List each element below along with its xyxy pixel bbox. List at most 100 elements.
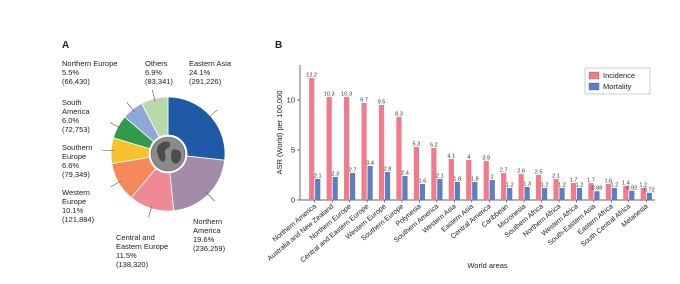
slice-name: Others [145, 59, 168, 68]
value-label: 8.3 [395, 112, 403, 118]
y-axis-label: ASR (World) per 100,000 [275, 90, 284, 174]
bar [378, 105, 385, 200]
slice-count: (72,753) [62, 125, 90, 134]
bar [437, 179, 443, 200]
value-label: 1.2 [506, 183, 514, 189]
bar [309, 78, 315, 200]
bar [419, 184, 426, 200]
value-label: 1.2 [576, 183, 584, 189]
bar [448, 159, 454, 200]
value-label: 9.7 [360, 98, 368, 104]
panel-label: A [62, 40, 69, 51]
bar [431, 148, 437, 200]
bar [605, 184, 611, 200]
value-label: 1.8 [471, 177, 479, 183]
slice-name: South America [62, 98, 90, 116]
leader-line [109, 122, 121, 129]
bar [384, 172, 391, 200]
slice-name: Northern Europe [62, 59, 117, 68]
panel-label: B [275, 40, 282, 51]
bar [361, 103, 367, 200]
slice-count: (236,259) [193, 244, 226, 253]
bar [559, 188, 565, 200]
bar [541, 188, 548, 200]
value-label: 2.7 [349, 168, 357, 174]
value-label: 1.2 [639, 183, 647, 189]
bar [315, 179, 321, 200]
slice-percent: 11.5% [116, 251, 137, 260]
slice-name-line: America [62, 107, 90, 116]
slice-percent: 6.6% [62, 161, 79, 170]
bar [623, 186, 629, 200]
slice-name: Northern America [193, 217, 222, 235]
bar [332, 177, 338, 200]
bar [588, 183, 594, 200]
bar [594, 191, 600, 200]
slice-percent: 5.5% [62, 68, 79, 77]
legend-label: Incidence [603, 71, 635, 80]
leader-line [110, 180, 122, 188]
legend-swatch [588, 82, 600, 91]
value-label: 2 [491, 175, 494, 181]
bar [570, 183, 577, 200]
slice-name-line: Western [62, 188, 90, 197]
value-label: 12.2 [306, 73, 317, 79]
value-label: 1.4 [622, 181, 630, 187]
leader-line [126, 102, 135, 112]
slice-name-line: Southern [62, 143, 92, 152]
slice-count: (291,226) [189, 77, 222, 86]
slice-name: Southern Europe [62, 143, 92, 161]
value-label: 5.2 [430, 143, 438, 149]
bar [483, 161, 489, 200]
donut-slice [167, 96, 226, 161]
value-label: 1.7 [587, 178, 595, 184]
bar [396, 117, 402, 200]
value-label: 9.5 [378, 100, 386, 106]
slice-name-line: Europe [62, 197, 86, 206]
value-label: 1.2 [610, 183, 618, 189]
slice-name-line: Eastern Europe [116, 242, 168, 251]
value-label: 0.72 [644, 187, 655, 193]
slice-name-line: Central and [116, 233, 155, 242]
bar [454, 182, 460, 200]
slice-name: Western Europe [62, 188, 90, 206]
value-label: 1.6 [604, 179, 612, 185]
slice-name: Central and Eastern Europe [116, 233, 168, 251]
bar [553, 179, 559, 200]
bar [466, 160, 472, 200]
value-label: 3.9 [482, 156, 490, 162]
slice-name-line: South [62, 98, 82, 107]
slice-count: (66,430) [62, 77, 90, 86]
slice-count: (79,349) [62, 170, 90, 179]
bar [326, 97, 332, 200]
legend-swatch [588, 71, 600, 80]
value-label: 1.3 [523, 182, 531, 188]
slice-percent: 19.6% [193, 235, 215, 244]
bar [413, 147, 420, 200]
donut-slice [169, 155, 226, 212]
bar [535, 175, 542, 200]
slice-percent: 24.1% [189, 68, 211, 77]
x-axis-label: World areas [467, 261, 508, 270]
leader-line [148, 205, 153, 218]
value-label: 4 [467, 155, 470, 161]
value-label: 2.1 [552, 174, 560, 180]
y-tick-label: 0 [291, 196, 295, 205]
legend-label: Mortality [603, 82, 632, 91]
bar [640, 188, 646, 200]
value-label: 4.1 [447, 154, 455, 160]
bar [344, 97, 350, 200]
slice-name-line: Northern [193, 217, 222, 226]
donut-slice [141, 96, 169, 138]
bar [576, 188, 583, 200]
bar [472, 182, 478, 200]
slice-count: (83,341) [145, 77, 173, 86]
value-label: 1.7 [570, 178, 578, 184]
bar [524, 187, 530, 200]
bar [501, 173, 507, 200]
value-label: 1.6 [419, 179, 427, 185]
value-label: 2.7 [500, 168, 508, 174]
globe [150, 136, 186, 172]
bar [350, 173, 356, 200]
leader-line [152, 89, 156, 102]
